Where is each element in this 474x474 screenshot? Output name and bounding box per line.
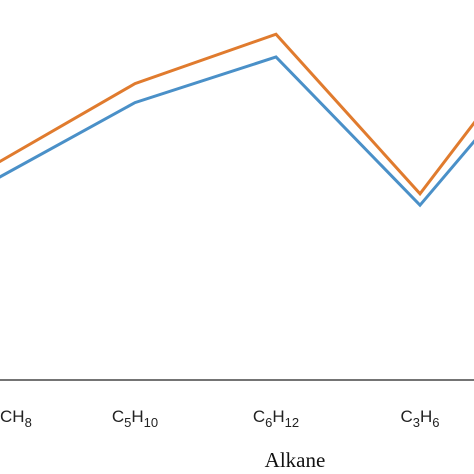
series-line-2: [0, 55, 474, 208]
x-tick-label: CH8: [0, 407, 32, 430]
x-tick-labels: CH8 C5H10 C6H12 C3H6: [0, 407, 440, 430]
x-tick-label: C3H6: [400, 407, 439, 430]
x-tick-label: C6H12: [253, 407, 299, 430]
x-axis-title: Alkane: [265, 448, 326, 472]
series-line-1: [0, 32, 474, 197]
series-layer: [0, 32, 474, 208]
x-tick-label: C5H10: [112, 407, 158, 430]
